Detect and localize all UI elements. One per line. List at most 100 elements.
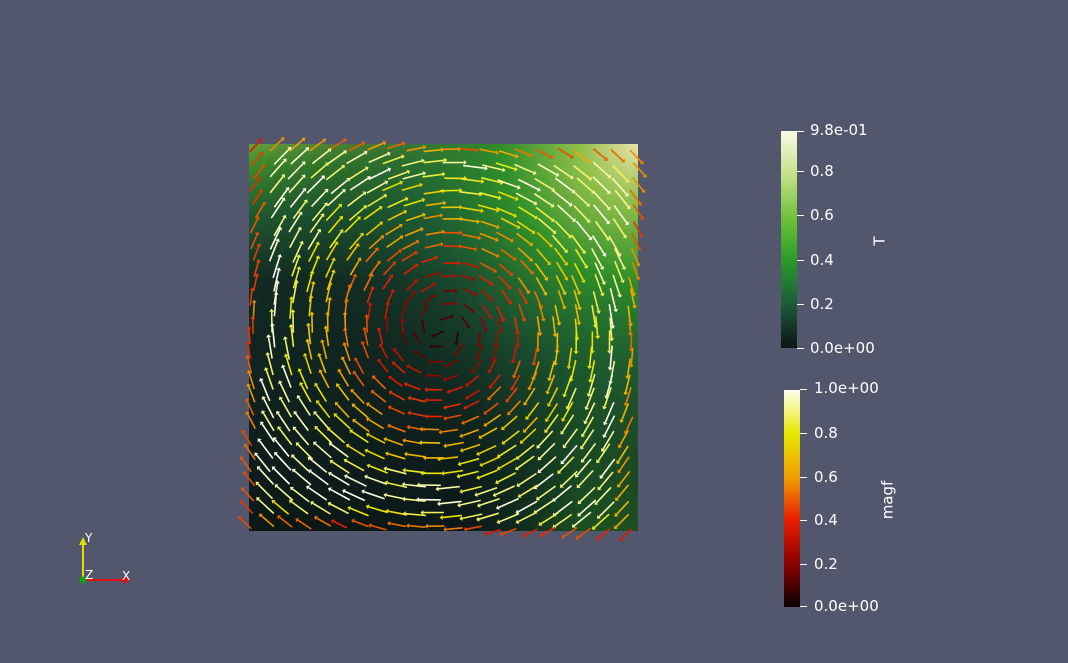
- velocity-arrow-head: [309, 311, 315, 315]
- velocity-arrow-head: [465, 382, 470, 387]
- velocity-arrow: [365, 222, 382, 236]
- velocity-arrow: [401, 320, 405, 334]
- velocity-arrow: [478, 444, 497, 455]
- colorbar-magf-label: 0.4: [814, 511, 838, 529]
- velocity-arrow-head: [596, 310, 601, 314]
- velocity-arrow-head: [516, 224, 521, 230]
- orientation-axes-widget: Y Z X: [70, 530, 140, 590]
- velocity-arrow: [415, 351, 427, 359]
- velocity-arrow-head: [277, 254, 282, 258]
- velocity-arrow-head: [606, 190, 611, 194]
- velocity-arrow-head: [624, 192, 629, 197]
- velocity-arrow: [316, 517, 332, 527]
- velocity-arrow: [382, 276, 392, 290]
- velocity-arrow-head: [352, 370, 357, 375]
- velocity-arrow-head: [321, 175, 325, 180]
- velocity-arrow-head: [344, 474, 348, 479]
- velocity-arrow-head: [261, 164, 266, 169]
- velocity-arrow-head: [509, 272, 514, 276]
- velocity-arrow-head: [580, 445, 585, 450]
- velocity-arrow-head: [422, 171, 426, 176]
- velocity-arrow: [603, 387, 612, 407]
- velocity-arrow-head: [331, 519, 335, 524]
- velocity-arrow: [573, 164, 591, 180]
- velocity-arrow: [292, 282, 298, 304]
- velocity-arrow: [573, 289, 581, 308]
- colorbar-magf-label: 0.6: [814, 468, 838, 486]
- velocity-arrow: [498, 275, 510, 288]
- velocity-arrow-head: [365, 504, 370, 510]
- velocity-arrow: [368, 418, 385, 430]
- velocity-arrow-head: [368, 523, 373, 528]
- velocity-arrow-head: [437, 456, 441, 462]
- velocity-arrow: [592, 161, 610, 177]
- velocity-arrow-head: [333, 413, 338, 418]
- velocity-arrow: [423, 190, 443, 195]
- velocity-arrow-head: [275, 280, 280, 284]
- velocity-arrow: [628, 316, 632, 333]
- velocity-arrow: [605, 374, 614, 397]
- colorbar-magf-label: 0.0e+00: [814, 597, 879, 615]
- velocity-arrow-head: [352, 418, 357, 423]
- velocity-arrow-head: [443, 526, 447, 532]
- velocity-arrow-head: [527, 386, 532, 391]
- velocity-arrow-head: [313, 411, 318, 416]
- velocity-arrow-head: [384, 480, 388, 486]
- velocity-arrow-head: [445, 363, 449, 368]
- velocity-arrow-head: [403, 301, 409, 306]
- velocity-arrow-head: [624, 221, 629, 226]
- velocity-arrow: [573, 262, 585, 281]
- velocity-arrow-head: [642, 173, 647, 178]
- velocity-arrow-head: [259, 377, 264, 382]
- velocity-arrow-head: [502, 167, 506, 173]
- velocity-arrow: [513, 360, 521, 376]
- velocity-arrow-head: [466, 324, 470, 329]
- velocity-arrow-head: [383, 437, 387, 442]
- velocity-arrow: [614, 189, 630, 208]
- velocity-arrow-head: [476, 503, 481, 508]
- velocity-arrow-head: [562, 393, 568, 398]
- velocity-arrow-head: [496, 224, 500, 230]
- velocity-arrow: [294, 412, 309, 432]
- velocity-arrow-head: [431, 294, 436, 299]
- velocity-arrow-head: [402, 438, 406, 443]
- velocity-arrow-head: [560, 430, 565, 435]
- velocity-arrow: [401, 241, 418, 251]
- velocity-arrow-head: [635, 276, 641, 281]
- velocity-arrow: [351, 430, 369, 444]
- velocity-arrow: [612, 165, 628, 182]
- velocity-arrow-head: [471, 308, 475, 313]
- velocity-arrow-head: [636, 262, 641, 267]
- velocity-arrow-head: [343, 458, 348, 463]
- velocity-arrow-head: [536, 496, 540, 501]
- velocity-arrow-head: [459, 516, 463, 521]
- velocity-arrow-head: [552, 229, 557, 234]
- velocity-arrow: [459, 470, 479, 477]
- velocity-arrow-head: [266, 334, 272, 338]
- velocity-arrow: [346, 475, 367, 487]
- velocity-arrow-head: [459, 488, 463, 494]
- velocity-arrow: [297, 443, 314, 460]
- velocity-arrow: [319, 371, 330, 389]
- velocity-arrow: [443, 469, 464, 475]
- velocity-arrow: [516, 232, 532, 245]
- velocity-arrow-head: [507, 285, 512, 290]
- axis-label-y: Y: [85, 531, 93, 545]
- velocity-arrow: [366, 476, 388, 486]
- velocity-arrow-head: [246, 370, 252, 374]
- velocity-arrow-head: [261, 396, 266, 400]
- velocity-arrow: [401, 184, 421, 192]
- velocity-arrow-head: [577, 500, 582, 505]
- velocity-arrow: [387, 198, 407, 209]
- velocity-arrow-head: [401, 496, 406, 502]
- velocity-arrow: [368, 168, 389, 181]
- velocity-arrow-head: [334, 402, 339, 406]
- velocity-arrow: [578, 470, 594, 487]
- velocity-arrow: [316, 427, 332, 444]
- velocity-arrow-head: [413, 350, 418, 355]
- velocity-arrow-head: [515, 519, 520, 524]
- velocity-arrow: [609, 317, 613, 339]
- velocity-arrow: [274, 438, 290, 458]
